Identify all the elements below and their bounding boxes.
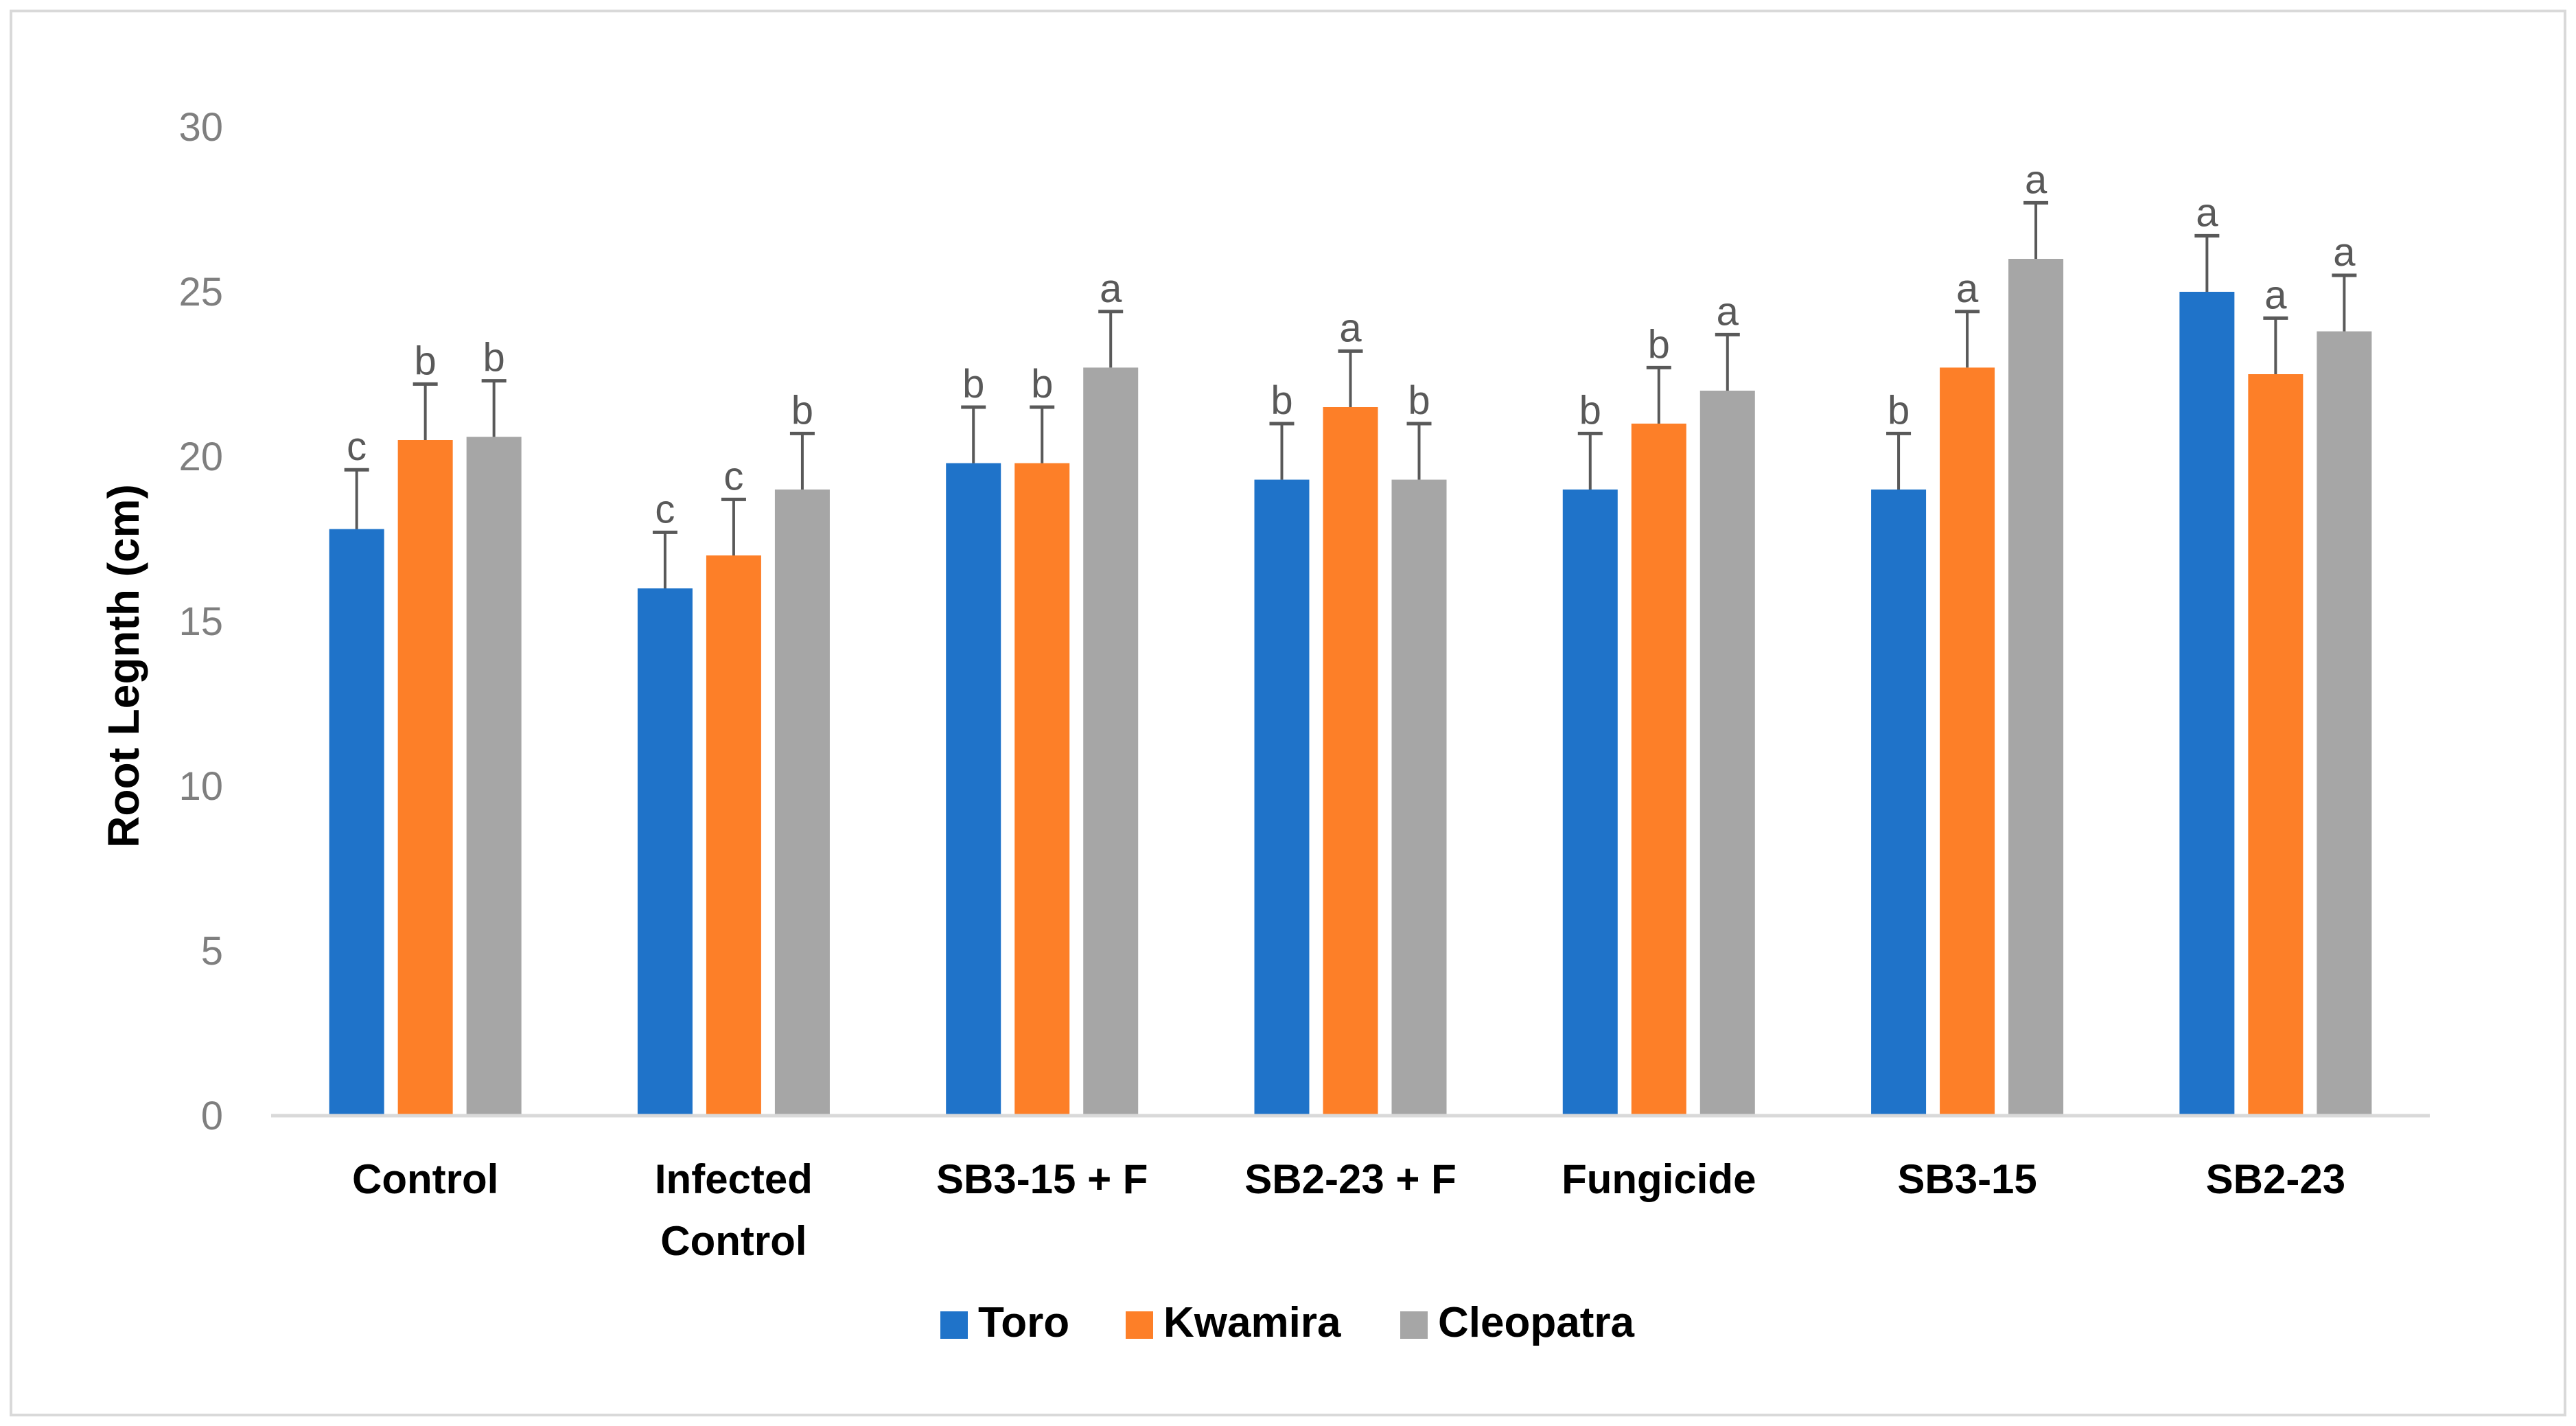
error-bar — [1577, 431, 1603, 490]
y-tick-label: 20 — [178, 435, 223, 479]
error-bar — [2194, 233, 2220, 292]
bar-kwamira — [1940, 367, 1995, 1116]
significance-letter: b — [791, 388, 813, 433]
bar-kwamira — [397, 440, 453, 1116]
error-bar — [1406, 422, 1432, 480]
significance-letters: c b b c c b b b a b a b b b a b a a a a a — [347, 157, 2356, 531]
bar-cleopatra — [1391, 479, 1447, 1116]
bar-toro — [946, 463, 1001, 1116]
bar-cleopatra — [1083, 367, 1139, 1116]
legend-label-cleopatra: Cleopatra — [1438, 1299, 1634, 1346]
y-tick-label: 10 — [178, 764, 223, 809]
error-bar — [1098, 310, 1124, 368]
bar-toro — [1871, 490, 1927, 1116]
error-bar — [344, 468, 369, 529]
error-bar — [1338, 349, 1363, 407]
significance-letter: a — [2025, 157, 2047, 202]
error-bar — [1886, 431, 1912, 490]
bar-kwamira — [2248, 374, 2304, 1116]
x-category-label: Infected — [655, 1156, 813, 1202]
significance-letter: a — [1339, 306, 1362, 350]
significance-letter: b — [1579, 388, 1601, 433]
significance-letter: b — [415, 338, 437, 383]
bar-cleopatra — [466, 437, 522, 1116]
bar-cleopatra — [2008, 259, 2064, 1116]
error-bar — [789, 431, 815, 490]
bar-cleopatra — [1699, 391, 1755, 1116]
x-category-label: SB3-15 — [1897, 1156, 2037, 1202]
x-category-label: SB2-23 + F — [1244, 1156, 1456, 1202]
bar-cleopatra — [2317, 331, 2372, 1116]
bar-toro — [2179, 292, 2235, 1116]
legend-swatch-cleopatra — [1400, 1311, 1428, 1339]
error-bar — [1955, 310, 1980, 368]
significance-letter: a — [1956, 266, 1979, 311]
significance-letter: a — [2196, 190, 2218, 235]
y-axis-ticks: 0 5 10 15 20 25 30 — [178, 105, 223, 1138]
legend-swatch-toro — [940, 1311, 968, 1339]
bar-kwamira — [706, 555, 761, 1116]
error-bar — [652, 530, 677, 588]
error-bar — [1646, 365, 1671, 424]
significance-letter: c — [347, 424, 367, 469]
significance-letter: b — [1888, 388, 1910, 433]
error-bar — [721, 497, 746, 555]
legend-swatch-kwamira — [1126, 1311, 1153, 1339]
significance-letter: b — [1270, 378, 1292, 423]
x-category-label: SB2-23 — [2206, 1156, 2345, 1202]
error-bars — [344, 200, 2357, 588]
significance-letter: b — [483, 336, 505, 380]
x-category-label: Control — [660, 1218, 807, 1264]
bars — [329, 259, 2372, 1116]
y-tick-label: 5 — [201, 929, 223, 974]
error-bar — [413, 382, 438, 440]
significance-letter: c — [655, 487, 675, 531]
error-bar — [1269, 422, 1295, 480]
bar-kwamira — [1014, 463, 1070, 1116]
error-bar — [961, 405, 986, 463]
legend-label-kwamira: Kwamira — [1163, 1299, 1341, 1346]
bar-toro — [329, 529, 384, 1116]
error-bar — [481, 379, 507, 437]
y-axis-title: Root Legnth (cm) — [99, 484, 148, 848]
bar-toro — [1254, 479, 1310, 1116]
bar-kwamira — [1323, 407, 1378, 1116]
y-tick-label: 0 — [201, 1094, 223, 1138]
significance-letter: b — [962, 362, 984, 406]
error-bar — [2332, 273, 2357, 332]
significance-letter: a — [1100, 266, 1122, 311]
significance-letter: b — [1648, 322, 1670, 367]
y-tick-label: 30 — [178, 105, 223, 150]
significance-letter: a — [1717, 289, 1739, 334]
significance-letter: a — [2264, 273, 2287, 317]
error-bar — [1715, 332, 1740, 391]
x-category-label: SB3-15 + F — [936, 1156, 1148, 1202]
error-bar — [1030, 405, 1055, 463]
bar-toro — [637, 588, 693, 1116]
y-tick-label: 25 — [178, 270, 223, 314]
significance-letter: b — [1408, 378, 1430, 423]
y-tick-label: 15 — [178, 599, 223, 644]
x-category-label: Control — [352, 1156, 498, 1202]
significance-letter: a — [2333, 230, 2356, 275]
error-bar — [2263, 316, 2288, 374]
x-axis-categories: Control Infected Control SB3-15 + F SB2-23 +… — [352, 1156, 2345, 1264]
legend-label-toro: Toro — [978, 1299, 1069, 1346]
significance-letter: c — [723, 454, 743, 498]
bar-toro — [1562, 490, 1618, 1116]
legend: Toro Kwamira Cleopatra — [940, 1299, 1634, 1346]
x-category-label: Fungicide — [1562, 1156, 1756, 1202]
significance-letter: b — [1031, 362, 1053, 406]
bar-kwamira — [1631, 424, 1686, 1116]
bar-cleopatra — [774, 490, 830, 1116]
error-bar — [2023, 200, 2049, 259]
